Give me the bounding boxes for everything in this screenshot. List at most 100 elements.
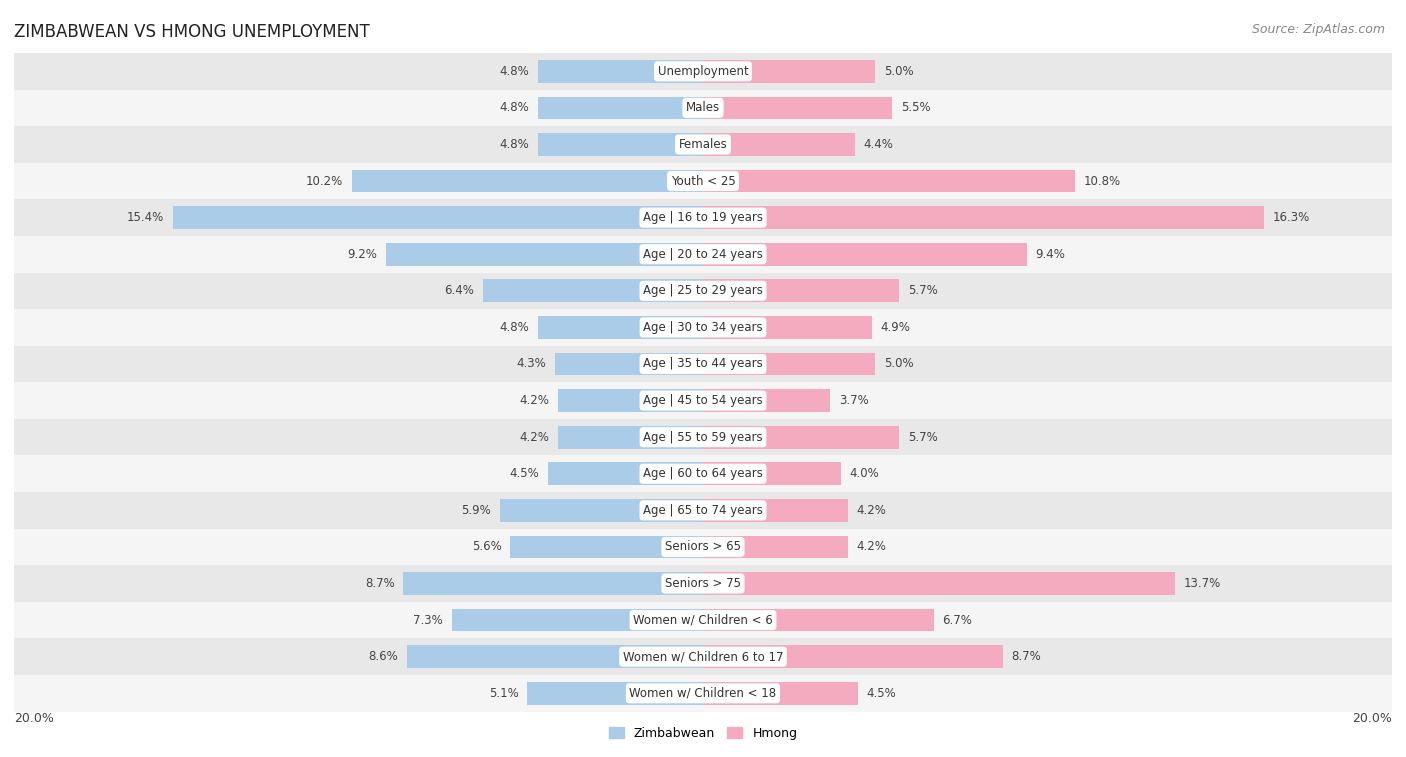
Text: 10.2%: 10.2% [305, 175, 343, 188]
Text: Females: Females [679, 138, 727, 151]
Bar [14, 346, 1392, 382]
Text: ZIMBABWEAN VS HMONG UNEMPLOYMENT: ZIMBABWEAN VS HMONG UNEMPLOYMENT [14, 23, 370, 41]
Bar [510, 536, 703, 558]
Text: 9.2%: 9.2% [347, 248, 377, 260]
Bar [14, 675, 1392, 712]
Bar [537, 60, 703, 83]
Bar [548, 463, 703, 485]
Text: Seniors > 75: Seniors > 75 [665, 577, 741, 590]
Bar [537, 316, 703, 338]
Bar [173, 207, 703, 229]
Bar [14, 602, 1392, 638]
Bar [527, 682, 703, 705]
Text: 9.4%: 9.4% [1035, 248, 1066, 260]
Bar [14, 419, 1392, 456]
Text: Youth < 25: Youth < 25 [671, 175, 735, 188]
Text: Age | 65 to 74 years: Age | 65 to 74 years [643, 504, 763, 517]
Text: Age | 60 to 64 years: Age | 60 to 64 years [643, 467, 763, 480]
Text: 5.0%: 5.0% [884, 357, 914, 370]
Bar [703, 353, 875, 375]
Bar [14, 236, 1392, 273]
Text: 8.6%: 8.6% [368, 650, 398, 663]
Text: 20.0%: 20.0% [1353, 712, 1392, 724]
Bar [406, 646, 703, 668]
Text: 4.3%: 4.3% [516, 357, 547, 370]
Text: 5.7%: 5.7% [908, 285, 938, 298]
Bar [14, 199, 1392, 236]
Text: Seniors > 65: Seniors > 65 [665, 540, 741, 553]
Bar [14, 565, 1392, 602]
Text: Age | 20 to 24 years: Age | 20 to 24 years [643, 248, 763, 260]
Text: Age | 35 to 44 years: Age | 35 to 44 years [643, 357, 763, 370]
Bar [558, 389, 703, 412]
Text: Women w/ Children 6 to 17: Women w/ Children 6 to 17 [623, 650, 783, 663]
Bar [555, 353, 703, 375]
Bar [482, 279, 703, 302]
Bar [387, 243, 703, 266]
Bar [703, 426, 900, 448]
Bar [404, 572, 703, 595]
Legend: Zimbabwean, Hmong: Zimbabwean, Hmong [603, 722, 803, 745]
Text: Source: ZipAtlas.com: Source: ZipAtlas.com [1251, 23, 1385, 36]
Text: 5.9%: 5.9% [461, 504, 491, 517]
Text: 5.7%: 5.7% [908, 431, 938, 444]
Text: 7.3%: 7.3% [413, 614, 443, 627]
Text: 4.8%: 4.8% [499, 65, 529, 78]
Text: 5.0%: 5.0% [884, 65, 914, 78]
Bar [703, 170, 1076, 192]
Text: 16.3%: 16.3% [1272, 211, 1310, 224]
Text: 6.4%: 6.4% [444, 285, 474, 298]
Bar [703, 463, 841, 485]
Bar [14, 53, 1392, 89]
Bar [14, 456, 1392, 492]
Bar [703, 60, 875, 83]
Text: 4.2%: 4.2% [856, 504, 886, 517]
Bar [537, 97, 703, 119]
Text: 4.9%: 4.9% [880, 321, 910, 334]
Text: 4.0%: 4.0% [849, 467, 879, 480]
Text: Women w/ Children < 6: Women w/ Children < 6 [633, 614, 773, 627]
Bar [703, 499, 848, 522]
Bar [537, 133, 703, 156]
Text: 8.7%: 8.7% [366, 577, 395, 590]
Text: 4.2%: 4.2% [520, 431, 550, 444]
Text: 4.8%: 4.8% [499, 101, 529, 114]
Bar [703, 133, 855, 156]
Bar [703, 97, 893, 119]
Bar [499, 499, 703, 522]
Bar [703, 243, 1026, 266]
Bar [703, 572, 1175, 595]
Text: Women w/ Children < 18: Women w/ Children < 18 [630, 687, 776, 699]
Text: 4.5%: 4.5% [509, 467, 540, 480]
Bar [703, 316, 872, 338]
Bar [703, 389, 831, 412]
Bar [703, 682, 858, 705]
Text: 4.2%: 4.2% [520, 394, 550, 407]
Bar [14, 382, 1392, 419]
Bar [352, 170, 703, 192]
Bar [703, 609, 934, 631]
Text: 5.5%: 5.5% [901, 101, 931, 114]
Text: 6.7%: 6.7% [942, 614, 973, 627]
Bar [703, 646, 1002, 668]
Text: Age | 45 to 54 years: Age | 45 to 54 years [643, 394, 763, 407]
Bar [14, 126, 1392, 163]
Bar [14, 273, 1392, 309]
Bar [703, 279, 900, 302]
Text: 4.8%: 4.8% [499, 321, 529, 334]
Text: 5.1%: 5.1% [489, 687, 519, 699]
Bar [451, 609, 703, 631]
Text: Age | 16 to 19 years: Age | 16 to 19 years [643, 211, 763, 224]
Bar [14, 89, 1392, 126]
Bar [703, 536, 848, 558]
Bar [14, 309, 1392, 346]
Text: 13.7%: 13.7% [1184, 577, 1220, 590]
Bar [14, 638, 1392, 675]
Text: 5.6%: 5.6% [472, 540, 502, 553]
Bar [703, 207, 1264, 229]
Bar [14, 492, 1392, 528]
Text: Age | 55 to 59 years: Age | 55 to 59 years [643, 431, 763, 444]
Bar [14, 163, 1392, 199]
Text: 4.8%: 4.8% [499, 138, 529, 151]
Text: 4.5%: 4.5% [866, 687, 897, 699]
